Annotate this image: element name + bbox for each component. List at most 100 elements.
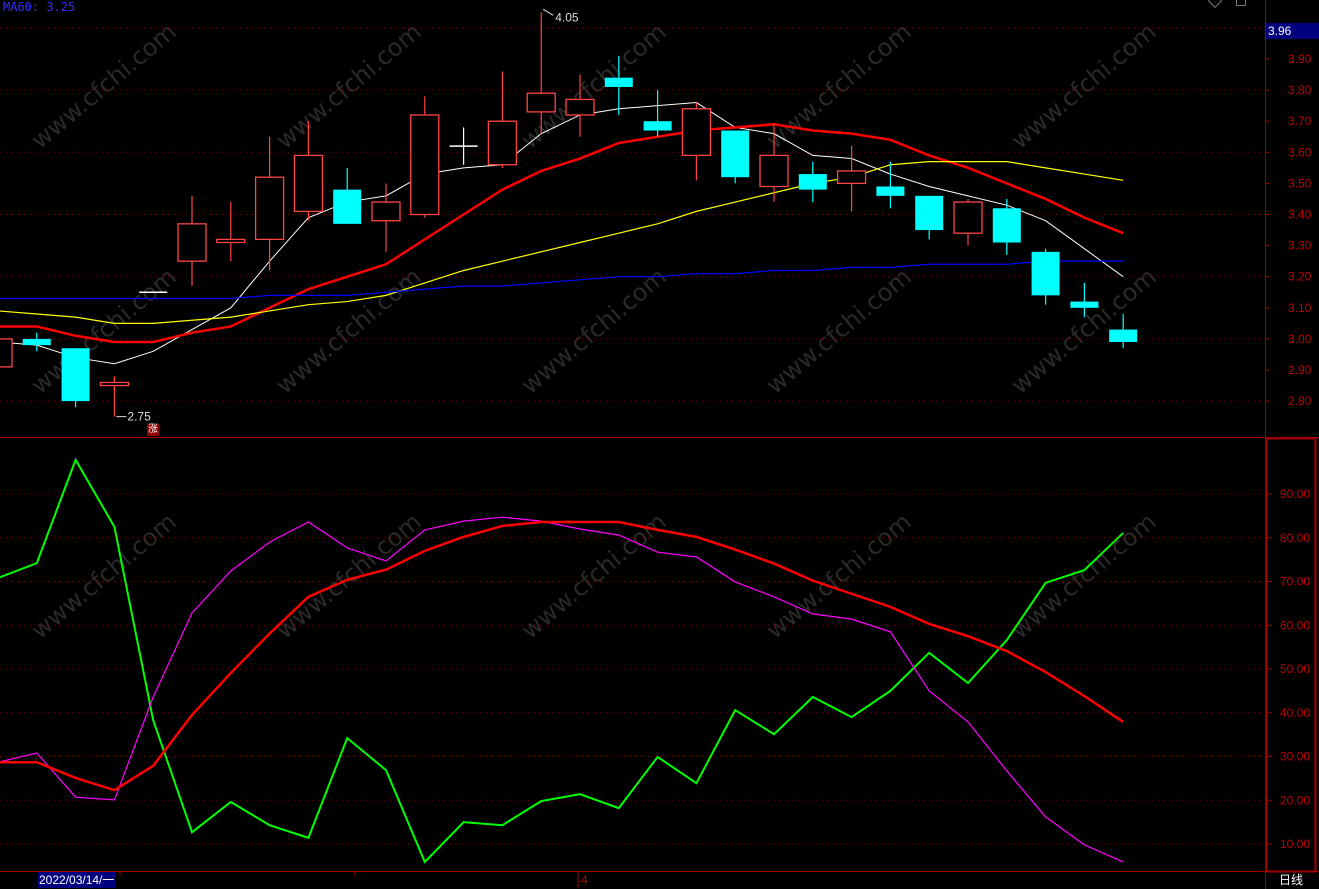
price-tick-label: 3.10 <box>1288 301 1312 315</box>
watermark-text: www.cfchi.com <box>761 17 917 154</box>
high-pointer <box>542 8 554 16</box>
candle-body <box>487 120 518 166</box>
watermark-text: www.cfchi.com <box>516 17 672 154</box>
candle <box>876 161 905 209</box>
candle <box>0 338 13 368</box>
candle <box>992 198 1021 255</box>
candle <box>1031 248 1060 305</box>
candle-body <box>254 176 285 241</box>
candle-body <box>915 195 944 231</box>
candle <box>293 121 324 221</box>
indicator-line-1 <box>0 457 1124 864</box>
candle <box>449 127 478 165</box>
candle-body <box>836 170 867 185</box>
window-icon[interactable] <box>1236 0 1246 6</box>
candle-body <box>293 154 324 213</box>
candle-body <box>604 77 633 87</box>
indicator-pane[interactable] <box>0 457 1124 864</box>
price-tick-label: 3.40 <box>1288 208 1312 222</box>
price-tick-label: 3.00 <box>1288 332 1312 346</box>
indicator-axis-frame <box>1265 437 1317 873</box>
period-button[interactable]: 日线 <box>1279 873 1304 887</box>
candle-body <box>1070 301 1099 308</box>
candle-body <box>526 92 556 113</box>
high-label: 4.05 <box>555 10 579 24</box>
candle-body <box>61 348 90 402</box>
watermark-text: www.cfchi.com <box>271 17 427 154</box>
candle-body <box>22 338 51 346</box>
candle <box>216 202 246 262</box>
watermark-text: www.cfchi.com <box>1006 262 1162 399</box>
candle-body <box>0 338 13 368</box>
indicator-tick-label: 40.00 <box>1280 706 1310 720</box>
price-pane[interactable]: 4.05 2.75 <box>0 8 1138 424</box>
price-tick-label: 3.60 <box>1288 145 1312 159</box>
candle <box>254 136 285 271</box>
candle-body <box>216 238 246 244</box>
candle <box>721 130 750 184</box>
candle <box>410 96 440 218</box>
watermark-text: www.cfchi.com <box>26 17 182 154</box>
candle-body <box>565 98 595 116</box>
candle <box>177 195 207 287</box>
price-tick-label: 3.80 <box>1288 83 1312 97</box>
candle <box>371 183 401 252</box>
date-cursor-label: 2022/03/14/一 <box>38 872 116 888</box>
candle-body <box>721 130 750 178</box>
candle <box>915 195 944 240</box>
candle <box>61 348 90 408</box>
candle-body <box>410 114 440 216</box>
candle <box>953 198 983 246</box>
candle-body <box>99 381 130 387</box>
ma60-legend: MA60: 3.25 <box>1 0 78 14</box>
indicator-tick-label: 20.00 <box>1280 793 1310 807</box>
indicator-line-2 <box>0 516 1124 863</box>
candle-body <box>643 121 672 131</box>
watermark-text: www.cfchi.com <box>761 262 917 399</box>
candle <box>1070 282 1099 318</box>
candle-body <box>992 208 1021 243</box>
candle-body <box>953 201 983 234</box>
indicator-tick-label: 50.00 <box>1280 662 1310 676</box>
ma-line-ma20 <box>0 161 1124 324</box>
price-tick-label: 3.90 <box>1288 52 1312 66</box>
candle-body <box>1031 251 1060 296</box>
watermark-text: www.cfchi.com <box>761 507 917 644</box>
candle-body <box>371 201 401 222</box>
candle-body <box>876 186 905 196</box>
candle-body <box>798 174 827 190</box>
ma-line-ma60 <box>0 260 1124 300</box>
indicator-tick-label: 80.00 <box>1280 531 1310 545</box>
indicator-line-3 <box>0 520 1124 792</box>
low-label: 2.75 <box>127 410 151 424</box>
indicator-tick-label: 90.00 <box>1280 487 1310 501</box>
candle <box>565 74 595 137</box>
candle-body <box>177 223 207 262</box>
watermark-text: www.cfchi.com <box>1006 17 1162 154</box>
candle <box>681 102 712 181</box>
candle <box>487 71 518 168</box>
grid-lines <box>0 27 1265 845</box>
indicator-tick-label: 10.00 <box>1280 837 1310 851</box>
indicator-tick-label: 30.00 <box>1280 750 1310 764</box>
candle-body <box>759 154 789 188</box>
month-marker: 4 <box>581 873 588 887</box>
candle-body <box>333 189 362 224</box>
candle <box>604 55 633 115</box>
price-tick-label: 3.50 <box>1288 176 1312 190</box>
up-marker: 涨 <box>147 424 159 436</box>
candle <box>759 124 789 203</box>
candle <box>22 332 51 352</box>
ma-line-ma10 <box>0 123 1124 344</box>
candle <box>333 167 362 224</box>
candle-body <box>681 108 712 157</box>
price-tick-label: 3.30 <box>1288 239 1312 253</box>
current-price-box: 3.96 <box>1266 23 1319 39</box>
candle <box>798 161 827 203</box>
candle <box>1109 314 1138 349</box>
indicator-tick-label: 60.00 <box>1280 618 1310 632</box>
watermark-text: www.cfchi.com <box>271 262 427 399</box>
candle <box>526 12 556 134</box>
